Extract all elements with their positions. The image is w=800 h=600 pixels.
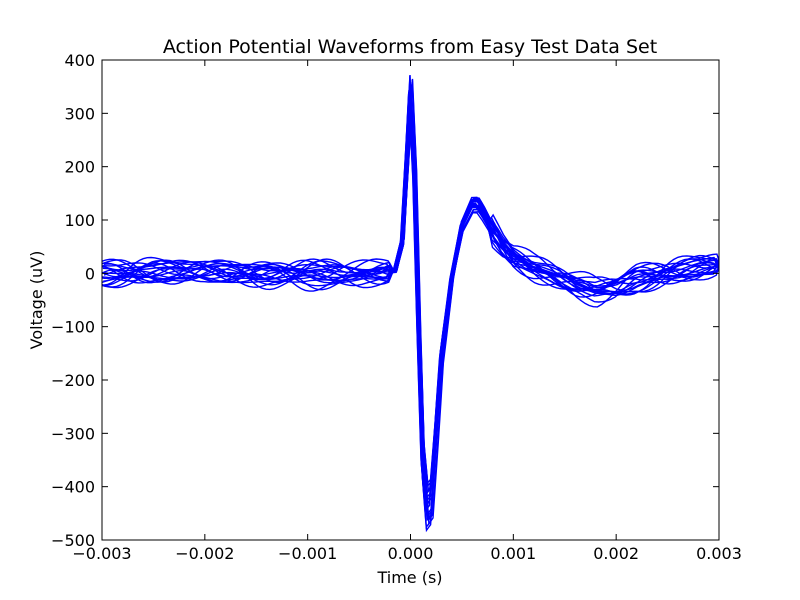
x-tick-label: −0.002 <box>175 544 234 563</box>
y-tick-label: −200 <box>51 371 95 390</box>
x-tick-label: −0.003 <box>72 544 131 563</box>
y-axis-label: Voltage (uV) <box>27 251 46 350</box>
x-tick-label: 0.000 <box>388 544 434 563</box>
y-tick-label: −400 <box>51 478 95 497</box>
x-tick-label: 0.003 <box>696 544 742 563</box>
chart-title: Action Potential Waveforms from Easy Tes… <box>163 36 657 58</box>
y-tick-label: 200 <box>64 158 95 177</box>
y-tick-label: −300 <box>51 424 95 443</box>
series-group <box>102 74 719 533</box>
y-tick-label: −100 <box>51 318 95 337</box>
x-tick-label: 0.001 <box>490 544 536 563</box>
ticks-group: −0.003 −0.002 −0.001 0.000 0.001 0.002 0.003 40… <box>51 51 742 563</box>
x-tick-label: −0.001 <box>278 544 337 563</box>
y-tick-label: 100 <box>64 211 95 230</box>
waveform-line <box>102 109 719 488</box>
x-tick-label: 0.002 <box>593 544 639 563</box>
plot-frame <box>101 59 720 541</box>
y-tick-label: −500 <box>51 531 95 550</box>
y-tick-label: 300 <box>64 104 95 123</box>
x-axis-label: Time (s) <box>376 568 442 587</box>
waveform-line <box>103 81 719 522</box>
y-tick-label: 400 <box>64 51 95 70</box>
y-tick-label: 0 <box>85 264 95 283</box>
